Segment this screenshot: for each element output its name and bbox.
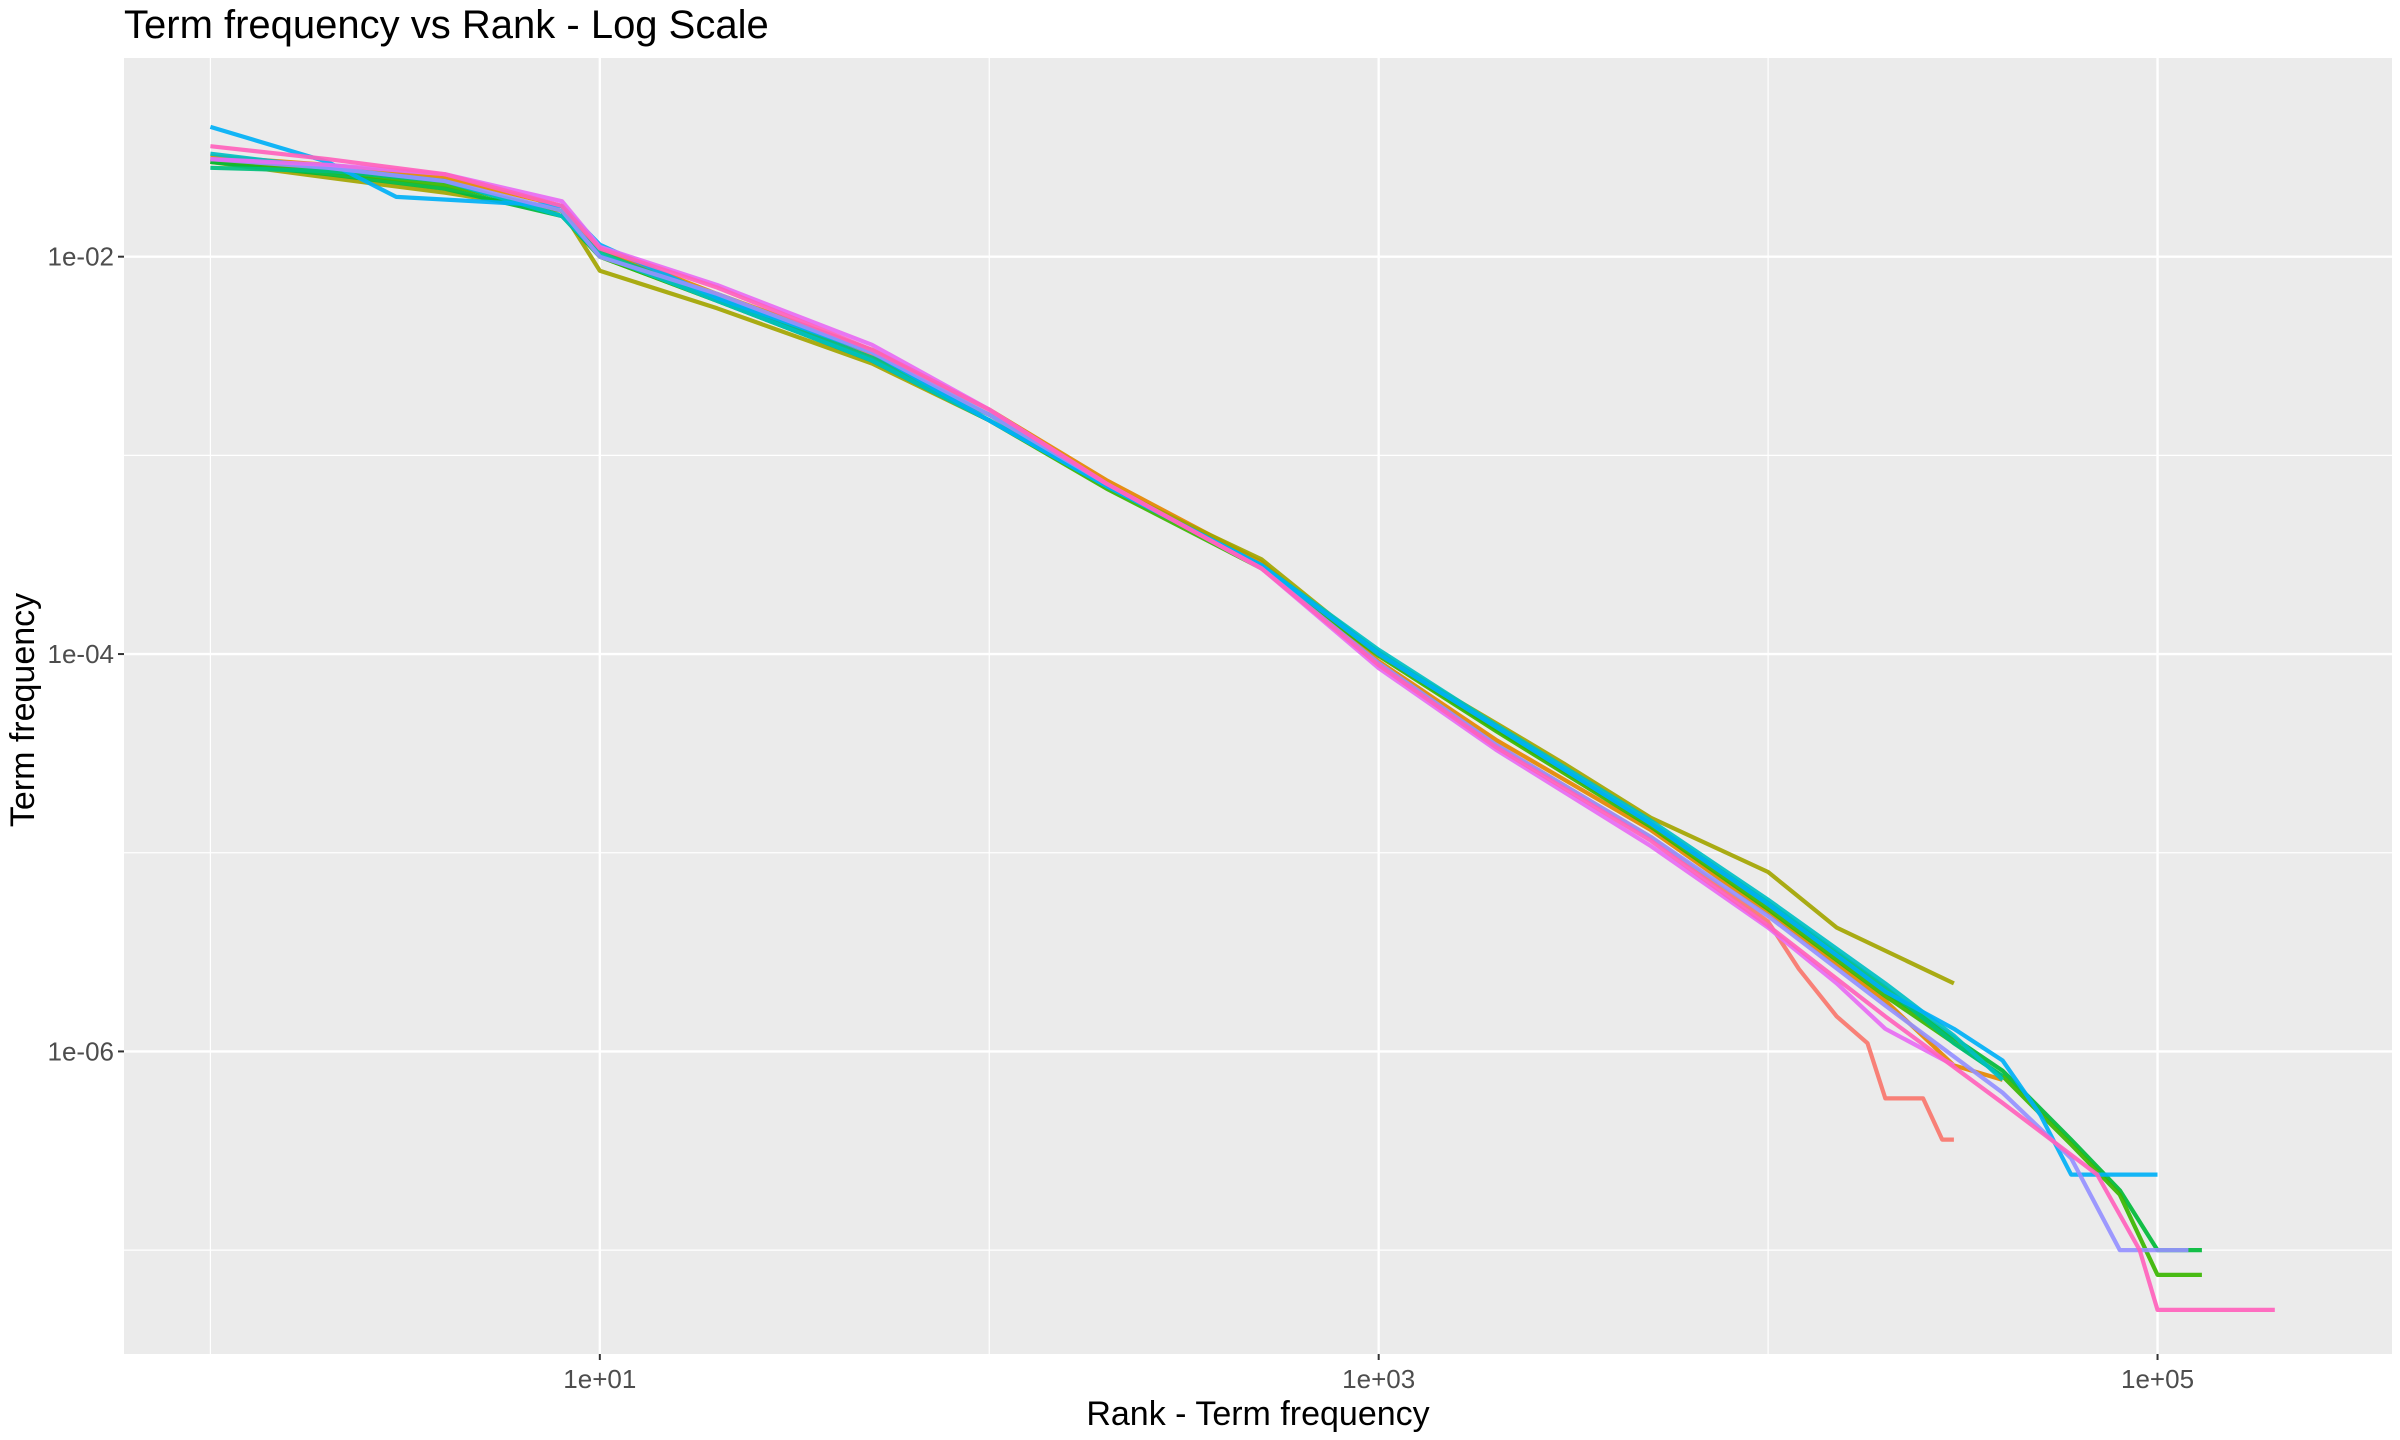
y-axis-ticks: 1e-02 1e-04 1e-06: [48, 242, 124, 1066]
y-tick-label: 1e-04: [48, 639, 115, 669]
y-axis-title: Term frequency: [4, 593, 42, 827]
minor-grid: [124, 58, 2392, 1354]
x-tick-label: 1e+05: [2121, 1364, 2194, 1394]
x-axis-ticks: 1e+01 1e+03 1e+05: [563, 1354, 2194, 1394]
x-tick-label: 1e+01: [563, 1364, 636, 1394]
series-line-11: [210, 144, 2275, 1312]
x-tick-label: 1e+03: [1342, 1364, 1415, 1394]
x-axis-title: Rank - Term frequency: [1086, 1395, 1429, 1433]
y-tick-label: 1e-06: [48, 1036, 115, 1066]
series-lines: [209, 124, 2275, 1312]
major-grid: [124, 58, 2392, 1354]
plot-panel: [124, 58, 2392, 1354]
y-tick-label: 1e-02: [48, 242, 115, 272]
chart-title: Term frequency vs Rank - Log Scale: [124, 3, 769, 47]
